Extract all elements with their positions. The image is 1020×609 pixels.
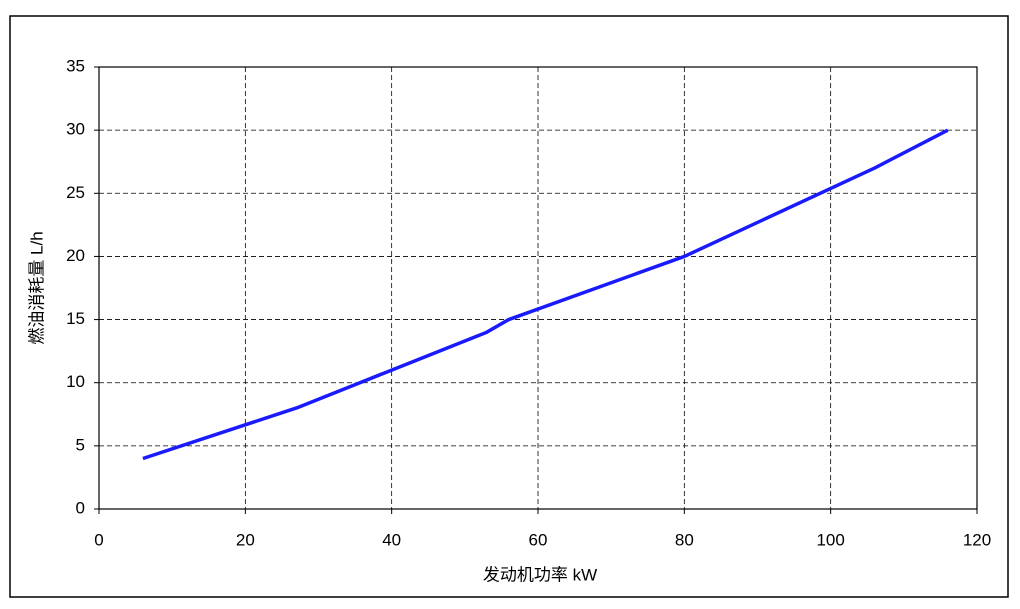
- y-tick-label: 10: [66, 372, 85, 391]
- y-tick-label: 35: [66, 56, 85, 75]
- x-tick-label: 0: [94, 530, 103, 549]
- x-tick-label: 100: [816, 530, 844, 549]
- y-tick-label: 20: [66, 246, 85, 265]
- y-axis-label: 燃油消耗量 L/h: [27, 231, 46, 344]
- x-axis-label: 发动机功率 kW: [483, 565, 597, 584]
- y-tick-label: 30: [66, 120, 85, 139]
- y-tick-label: 0: [76, 498, 85, 517]
- x-tick-label: 40: [382, 530, 401, 549]
- y-tick-label: 25: [66, 183, 85, 202]
- x-tick-label: 60: [529, 530, 548, 549]
- data-line: [142, 128, 949, 461]
- y-tick-label: 15: [66, 309, 85, 328]
- plot-area: [98, 66, 978, 510]
- x-tick-label: 120: [963, 530, 991, 549]
- chart-border: [9, 15, 1009, 598]
- x-tick-label: 20: [236, 530, 255, 549]
- x-tick-label: 80: [675, 530, 694, 549]
- y-tick-label: 5: [76, 435, 85, 454]
